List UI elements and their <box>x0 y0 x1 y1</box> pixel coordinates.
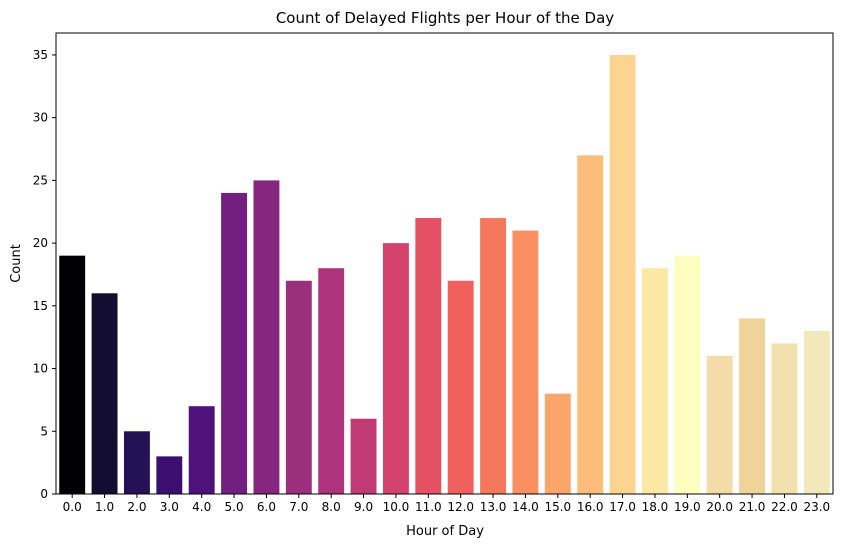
x-tick-label: 20.0 <box>706 500 733 514</box>
x-tick-label: 0.0 <box>63 500 82 514</box>
bar-11.0 <box>415 218 442 494</box>
y-tick-label: 30 <box>33 111 48 125</box>
x-tick-label: 14.0 <box>512 500 539 514</box>
x-tick-label: 6.0 <box>257 500 276 514</box>
y-tick-label: 10 <box>33 362 48 376</box>
x-tick-label: 10.0 <box>383 500 410 514</box>
bar-23.0 <box>803 330 830 494</box>
x-tick-label: 7.0 <box>289 500 308 514</box>
y-tick-label: 35 <box>33 48 48 62</box>
bar-20.0 <box>706 356 733 494</box>
y-tick-label: 15 <box>33 299 48 313</box>
x-axis-label: Hour of Day <box>406 524 484 539</box>
y-tick-label: 5 <box>40 424 48 438</box>
bar-8.0 <box>318 268 345 494</box>
y-tick-label: 20 <box>33 236 48 250</box>
x-tick-label: 21.0 <box>739 500 766 514</box>
x-tick-label: 17.0 <box>609 500 636 514</box>
x-tick-label: 19.0 <box>674 500 701 514</box>
x-tick-label: 12.0 <box>447 500 474 514</box>
x-tick-label: 18.0 <box>642 500 669 514</box>
bar-12.0 <box>447 280 474 494</box>
bar-17.0 <box>609 54 636 494</box>
bar-1.0 <box>91 293 118 494</box>
bar-4.0 <box>188 406 215 494</box>
x-tick-label: 22.0 <box>771 500 798 514</box>
x-tick-label: 9.0 <box>354 500 373 514</box>
x-tick-label: 4.0 <box>192 500 211 514</box>
y-tick-label: 0 <box>40 487 48 501</box>
x-tick-label: 1.0 <box>95 500 114 514</box>
bar-6.0 <box>253 180 280 494</box>
bar-21.0 <box>739 318 766 494</box>
y-axis-label: Count <box>9 244 24 283</box>
bar-7.0 <box>285 280 312 494</box>
x-tick-label: 3.0 <box>160 500 179 514</box>
x-tick-label: 15.0 <box>544 500 571 514</box>
bars-layer <box>59 54 830 495</box>
x-tick-label: 13.0 <box>480 500 507 514</box>
bar-15.0 <box>544 393 571 494</box>
bar-9.0 <box>350 418 377 494</box>
bar-22.0 <box>771 343 798 494</box>
y-tick-label: 25 <box>33 173 48 187</box>
x-tick-label: 2.0 <box>127 500 146 514</box>
x-tick-label: 5.0 <box>225 500 244 514</box>
y-axis: 0 5 10 15 20 25 30 35 <box>33 48 56 501</box>
bar-14.0 <box>512 230 539 495</box>
bar-13.0 <box>480 218 507 494</box>
plot-frame <box>55 32 834 495</box>
bar-2.0 <box>123 431 150 494</box>
x-tick-label: 8.0 <box>322 500 341 514</box>
bar-10.0 <box>382 243 409 494</box>
bar-0.0 <box>59 255 86 494</box>
bar-18.0 <box>641 268 668 494</box>
x-tick-label: 16.0 <box>577 500 604 514</box>
bar-3.0 <box>156 456 183 494</box>
x-axis: 0.0 1.0 2.0 3.0 4.0 5.0 6.0 7.0 8.0 9.0 10.0 11.0 12… <box>63 494 830 514</box>
chart-title: Count of Delayed Flights per Hour of the… <box>276 9 614 27</box>
bar-16.0 <box>577 155 604 494</box>
x-tick-label: 11.0 <box>415 500 442 514</box>
bar-5.0 <box>221 192 248 494</box>
x-tick-label: 23.0 <box>803 500 830 514</box>
bar-19.0 <box>674 255 701 494</box>
